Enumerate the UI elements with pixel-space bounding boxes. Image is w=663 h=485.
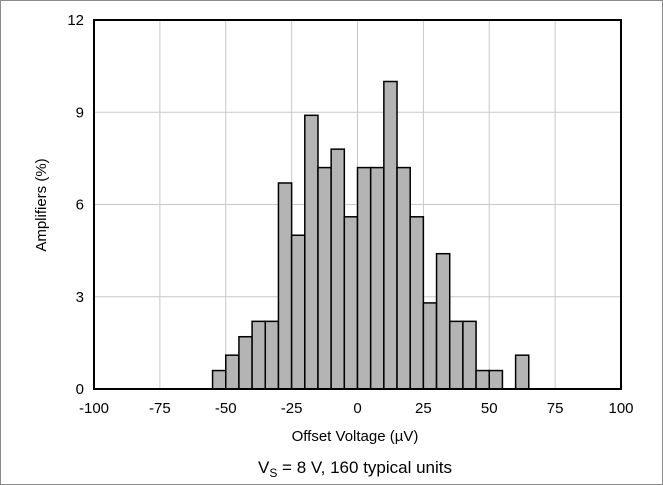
caption-symbol: V [258, 458, 270, 477]
histogram-bar [211, 369, 227, 390]
plot-area-frame [93, 19, 622, 390]
x-tick-label: 100 [608, 400, 633, 417]
y-axis-ticks: 0 3 6 9 12 [67, 12, 84, 398]
histogram-bar [304, 114, 319, 390]
histogram-bar [488, 369, 504, 390]
histogram-bar [290, 234, 306, 390]
histogram-bar [448, 320, 464, 390]
histogram-bars [211, 80, 530, 390]
histogram-bar [343, 216, 359, 390]
x-tick-label: 0 [353, 400, 361, 417]
histogram-bar [225, 354, 240, 390]
histogram-bar [422, 302, 438, 390]
histogram-bar [238, 335, 253, 390]
histogram-bar [396, 166, 411, 390]
histogram-bar [369, 166, 385, 390]
chart-caption: VS = 8 V, 160 typical units [258, 458, 452, 480]
histogram-bar [330, 148, 346, 390]
histogram-bar [383, 80, 398, 390]
y-tick-label: 6 [76, 197, 84, 214]
y-tick-label: 0 [76, 381, 84, 398]
x-tick-label: -50 [215, 400, 237, 417]
y-axis-title: Amplifiers (%) [33, 158, 50, 251]
histogram-bar [475, 369, 491, 390]
y-tick-label: 12 [67, 12, 84, 29]
x-axis-ticks: -100 -75 -50 -25 0 25 50 75 100 [79, 400, 634, 417]
y-tick-label: 3 [76, 289, 84, 306]
x-tick-label: -25 [281, 400, 303, 417]
histogram-bar [462, 320, 477, 390]
histogram-bar [251, 320, 267, 390]
histogram-bar [356, 166, 372, 390]
histogram-bar [264, 320, 280, 390]
caption-subscript: S [269, 466, 277, 480]
histogram-bar [317, 166, 332, 390]
x-tick-label: 50 [481, 400, 498, 417]
histogram-bar [409, 216, 425, 390]
histogram-bar [277, 182, 293, 390]
x-tick-label: -75 [149, 400, 171, 417]
caption-text: = 8 V, 160 typical units [277, 458, 452, 477]
y-tick-label: 9 [76, 104, 84, 121]
histogram-bar [435, 252, 451, 390]
x-tick-label: -100 [79, 400, 109, 417]
x-axis-title: Offset Voltage (µV) [292, 428, 419, 445]
x-tick-label: 75 [547, 400, 564, 417]
x-tick-label: 25 [415, 400, 432, 417]
histogram-bar [514, 354, 530, 390]
